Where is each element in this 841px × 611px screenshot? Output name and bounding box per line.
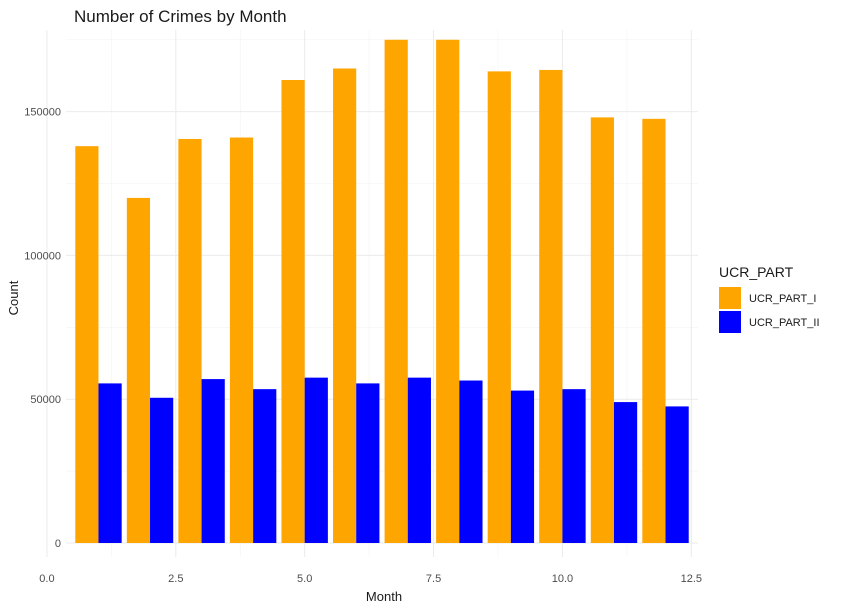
bar-ucr-part-ii-month-2 (150, 397, 174, 543)
legend: UCR_PART UCR_PART_I UCR_PART_II (719, 264, 820, 333)
y-tick-label: 0 (55, 538, 61, 550)
bar-ucr-part-i-month-3 (178, 138, 202, 544)
bar-ucr-part-ii-month-5 (304, 377, 328, 543)
bar-ucr-part-ii-month-3 (201, 379, 225, 543)
x-tick-label: 10.0 (552, 573, 573, 585)
bar-ucr-part-i-month-8 (436, 39, 460, 544)
y-tick-labels: 0 50000 100000 150000 (24, 107, 61, 550)
bar-ucr-part-i-month-5 (281, 80, 305, 544)
bar-ucr-part-i-month-9 (487, 71, 511, 543)
bar-ucr-part-ii-month-11 (613, 402, 638, 543)
bar-ucr-part-i-month-4 (229, 137, 254, 543)
y-tick-label: 50000 (30, 394, 61, 406)
bar-ucr-part-ii-month-10 (562, 389, 586, 543)
bar-ucr-part-ii-month-1 (98, 383, 122, 543)
x-tick-label: 2.5 (168, 573, 183, 585)
legend-swatch-ucr-part-ii (719, 311, 741, 333)
x-tick-label: 7.5 (426, 573, 441, 585)
bar-ucr-part-i-month-12 (642, 118, 666, 543)
x-axis-label: Month (366, 589, 402, 604)
x-tick-label: 5.0 (297, 573, 312, 585)
bar-ucr-part-ii-month-7 (407, 377, 431, 543)
bar-ucr-part-i-month-2 (126, 197, 151, 543)
legend-label-ucr-part-ii: UCR_PART_II (749, 317, 820, 329)
bar-ucr-part-i-month-7 (384, 39, 408, 544)
legend-title: UCR_PART (719, 264, 794, 280)
bar-ucr-part-i-month-6 (333, 68, 357, 543)
bar-ucr-part-ii-month-9 (510, 390, 535, 543)
x-tick-label: 0.0 (39, 573, 54, 585)
bar-ucr-part-ii-month-4 (253, 389, 277, 543)
x-tick-label: 12.5 (681, 573, 702, 585)
y-axis-label: Count (6, 280, 21, 315)
chart-title: Number of Crimes by Month (74, 7, 287, 26)
y-tick-label: 100000 (24, 250, 61, 262)
x-tick-labels: 0.0 2.5 5.0 7.5 10.0 12.5 (39, 573, 702, 585)
bars (75, 39, 689, 544)
bar-ucr-part-i-month-10 (539, 69, 563, 544)
legend-label-ucr-part-i: UCR_PART_I (749, 293, 816, 305)
bar-ucr-part-ii-month-8 (459, 380, 483, 543)
bar-ucr-part-i-month-11 (590, 117, 614, 543)
bar-ucr-part-ii-month-12 (665, 406, 689, 543)
legend-swatch-ucr-part-i (719, 287, 741, 309)
bar-ucr-part-ii-month-6 (356, 383, 380, 543)
y-tick-label: 150000 (24, 107, 61, 119)
bar-ucr-part-i-month-1 (75, 146, 99, 544)
